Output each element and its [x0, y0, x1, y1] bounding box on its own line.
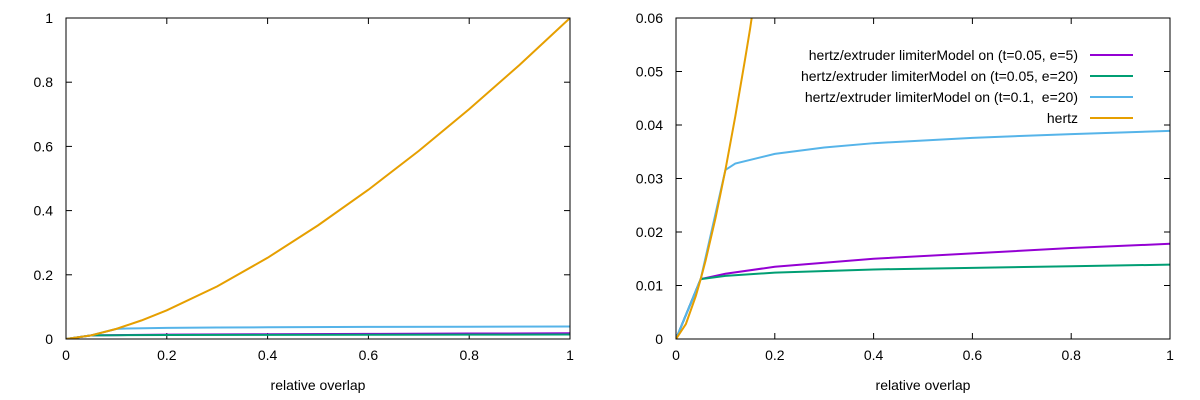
x-tick-label: 0.2	[157, 347, 177, 363]
x-tick-label: 1	[1166, 347, 1174, 363]
x-tick-label: 0.2	[765, 347, 785, 363]
y-tick-label: 0	[655, 331, 663, 347]
x-tick-label: 0.4	[258, 347, 278, 363]
x-tick-label: 1	[566, 347, 574, 363]
x-tick-label: 0.6	[359, 347, 379, 363]
y-tick-label: 0.4	[34, 203, 54, 219]
legend-label: hertz	[1047, 110, 1078, 126]
x-tick-label: 0.8	[459, 347, 479, 363]
x-axis-label: relative overlap	[876, 377, 971, 393]
plot-frame	[675, 17, 1171, 340]
y-tick-label: 0.8	[34, 74, 54, 90]
series-line-2	[66, 333, 570, 339]
y-tick-label: 0	[45, 331, 53, 347]
chart-panel-1: 0 0.2 0.4 0.6 0.8 1 0 0.2 0.4 0.6 0.8 1 relative ove…	[34, 10, 575, 393]
y-tick-label: 0.04	[636, 117, 663, 133]
x-tick-label: 0.6	[963, 347, 983, 363]
chart-panel-2: 0 0.2 0.4 0.6 0.8 1 0 0.01 0.02 0.03 0.04 0.05 0.06 r…	[636, 10, 1174, 393]
x-tick-label: 0.8	[1061, 347, 1081, 363]
y-tick-label: 0.2	[34, 267, 54, 283]
y-tick-label: 0.05	[636, 64, 663, 80]
y-tick-label: 0.02	[636, 224, 663, 240]
y-tick-label: 0.06	[636, 10, 663, 26]
series-line-4	[676, 18, 753, 339]
legend-label: hertz/extruder limiterModel on (t=0.05, …	[801, 68, 1078, 84]
x-axis-label: relative overlap	[271, 377, 366, 393]
legend-label: hertz/extruder limiterModel on (t=0.1, e…	[805, 89, 1078, 105]
x-tick-label: 0	[62, 347, 70, 363]
y-tick-label: 0.6	[34, 138, 54, 154]
series-line-2	[676, 263, 1170, 339]
x-tick-label: 0	[672, 347, 680, 363]
y-tick-label: 0.03	[636, 171, 663, 187]
series-line-4	[66, 18, 570, 339]
legend: hertz/extruder limiterModel on (t=0.05, …	[801, 47, 1133, 126]
y-tick-label: 1	[45, 10, 53, 26]
series-line-3	[676, 129, 1170, 339]
legend-label: hertz/extruder limiterModel on (t=0.05, …	[809, 47, 1078, 63]
x-tick-label: 0.4	[864, 347, 884, 363]
series-line-1	[676, 242, 1170, 339]
plot-frame	[65, 17, 571, 340]
y-tick-label: 0.01	[636, 278, 663, 294]
